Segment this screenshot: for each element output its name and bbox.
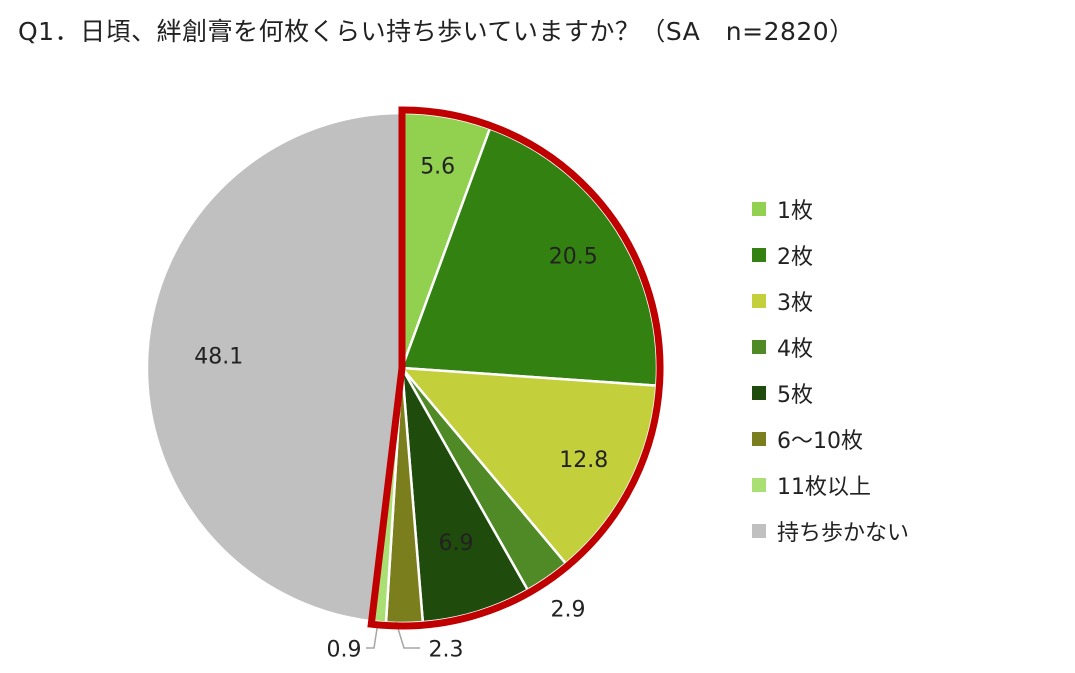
legend-swatch (752, 386, 766, 400)
data-label-1: 5.6 (420, 155, 455, 180)
data-label-8: 48.1 (194, 345, 243, 370)
legend-item: 5枚 (752, 370, 909, 416)
legend-label: 2枚 (777, 245, 813, 270)
chart-title: Q1．日頃、絆創膏を何枚くらい持ち歩いていますか？（SA n=2820） (18, 17, 855, 46)
legend-item: 2枚 (752, 232, 909, 278)
legend: 1枚 2枚 3枚 4枚 5枚 6〜10枚 11枚以上持ち歩かない (752, 186, 909, 554)
data-label-7: 0.9 (327, 638, 362, 663)
leader-line-7 (366, 621, 379, 649)
leader-line-6 (395, 621, 420, 649)
legend-swatch (752, 202, 766, 216)
legend-item: 11枚以上 (752, 462, 909, 508)
legend-item: 4枚 (752, 324, 909, 370)
legend-label: 1枚 (777, 199, 813, 224)
legend-label: 11枚以上 (777, 475, 871, 500)
data-label-5: 6.9 (439, 531, 474, 556)
legend-item: 1枚 (752, 186, 909, 232)
label-leader-lines (366, 621, 420, 649)
legend-label: 6〜10枚 (777, 429, 863, 454)
legend-label: 5枚 (777, 383, 813, 408)
pie-slices (145, 111, 659, 625)
legend-label: 4枚 (777, 337, 813, 362)
legend-item: 6〜10枚 (752, 416, 909, 462)
legend-swatch (752, 478, 766, 492)
legend-swatch (752, 524, 766, 538)
pie-slice-8 (145, 111, 404, 623)
legend-label: 3枚 (777, 291, 813, 316)
data-label-4: 2.9 (551, 598, 586, 623)
legend-item: 3枚 (752, 278, 909, 324)
data-label-3: 12.8 (559, 448, 608, 473)
legend-swatch (752, 294, 766, 308)
data-labels: 5.6 20.5 12.8 2.9 6.9 2.3 0.9 48.1 (194, 155, 608, 663)
legend-swatch (752, 432, 766, 446)
legend-swatch (752, 248, 766, 262)
legend-label: 持ち歩かない (777, 521, 910, 546)
data-label-2: 20.5 (549, 245, 598, 270)
data-label-6: 2.3 (429, 638, 464, 663)
legend-item: 持ち歩かない (752, 508, 909, 554)
highlight-outline (367, 106, 664, 630)
legend-swatch (752, 340, 766, 354)
